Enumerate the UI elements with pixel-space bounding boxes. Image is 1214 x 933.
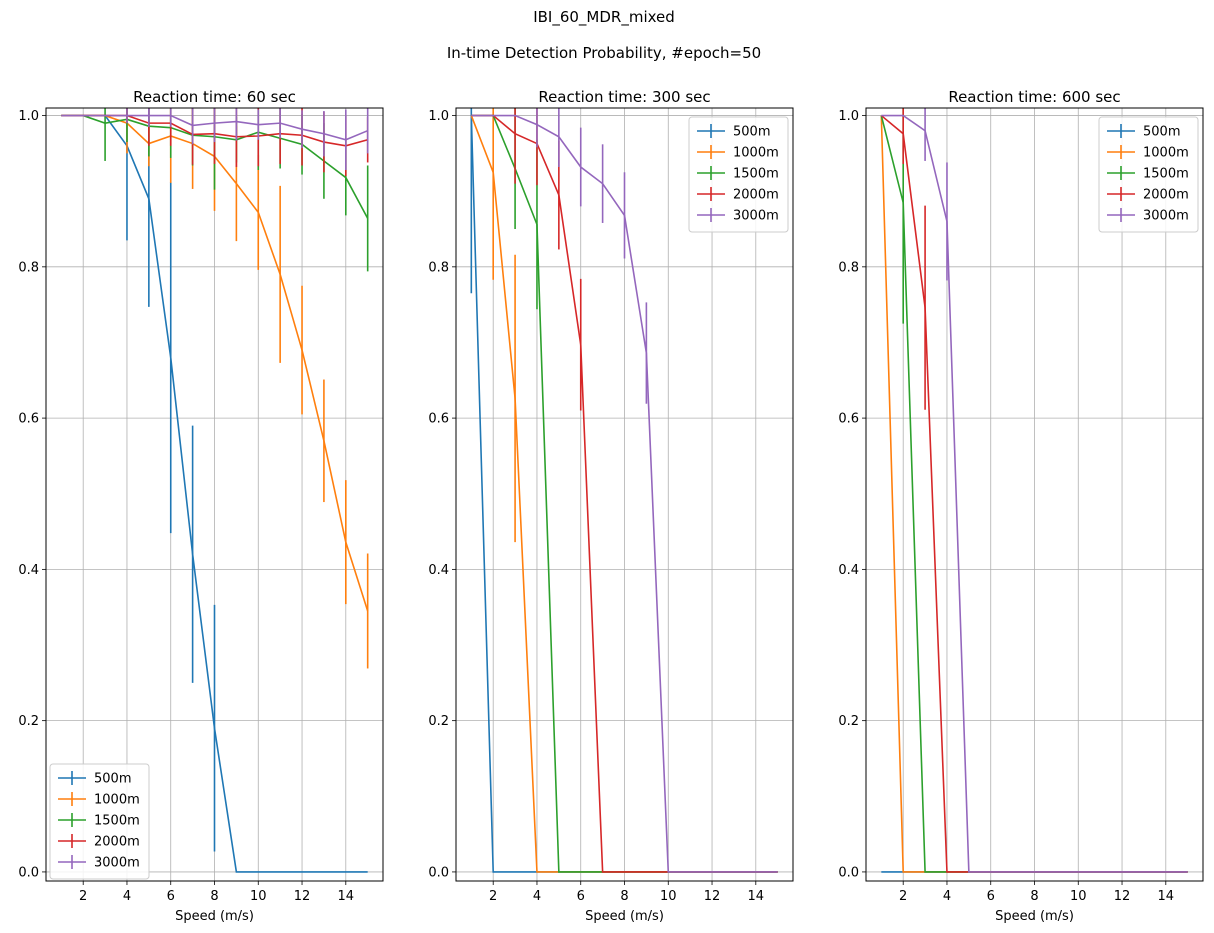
legend-box xyxy=(1098,116,1199,233)
x-tick-label: 14 xyxy=(748,889,765,904)
y-tick-label: 1.0 xyxy=(838,109,859,124)
y-tick-label: 0.4 xyxy=(838,563,859,578)
x-tick-label: 8 xyxy=(1030,889,1038,904)
subplots: 2 4 6 8 10 12 14 0.0 0.2 0.4 0.6 0.8 1.0 Reaction tim… xyxy=(18,88,1204,924)
x-tick-label: 10 xyxy=(660,889,677,904)
legend: 500m 1000m 1500m 2000m 3000m xyxy=(1098,116,1199,233)
x-tick-label: 14 xyxy=(338,889,355,904)
y-tick-label: 0.4 xyxy=(428,563,449,578)
legend-box xyxy=(49,763,150,880)
x-tick-label: 4 xyxy=(533,889,541,904)
x-tick-label: 12 xyxy=(294,889,311,904)
y-tick-label: 0.0 xyxy=(428,865,449,880)
legend-label: 1000m xyxy=(94,793,140,808)
y-tick-label: 0.6 xyxy=(18,412,39,427)
series-3000m xyxy=(881,108,1188,873)
y-tick-label: 1.0 xyxy=(428,109,449,124)
legend-label: 1500m xyxy=(733,167,779,182)
x-axis-label: Speed (m/s) xyxy=(585,909,664,924)
x-tick-label: 4 xyxy=(123,889,131,904)
subplot-2: 2 4 6 8 10 12 14 0.0 0.2 0.4 0.6 0.8 1.0 Reaction tim… xyxy=(428,88,794,924)
subplot-3: 2 4 6 8 10 12 14 0.0 0.2 0.4 0.6 0.8 1.0 Reaction tim… xyxy=(838,88,1204,924)
series-line xyxy=(881,114,1188,873)
legend-label: 1000m xyxy=(1143,146,1189,161)
x-axis-label: Speed (m/s) xyxy=(995,909,1074,924)
legend-label: 3000m xyxy=(94,856,140,871)
y-tick-label: 0.2 xyxy=(18,714,39,729)
y-tick-label: 0.4 xyxy=(18,563,39,578)
legend-label: 3000m xyxy=(1143,209,1189,224)
series-3000m xyxy=(471,108,778,873)
legend-label: 2000m xyxy=(94,835,140,850)
subplot-title: Reaction time: 60 sec xyxy=(133,88,296,106)
y-tick-label: 0.8 xyxy=(18,260,39,275)
y-tick-label: 0.6 xyxy=(428,412,449,427)
series-1000m xyxy=(61,108,369,669)
y-tick-label: 0.2 xyxy=(838,714,859,729)
legend-label: 3000m xyxy=(733,209,779,224)
figure-suptitle: IBI_60_MDR_mixed xyxy=(533,8,675,27)
figure-subtitle: In-time Detection Probability, #epoch=50 xyxy=(447,44,761,62)
x-tick-label: 10 xyxy=(1070,889,1087,904)
x-tick-label: 8 xyxy=(210,889,218,904)
x-axis-label: Speed (m/s) xyxy=(175,909,254,924)
x-tick-label: 12 xyxy=(704,889,721,904)
legend: 500m 1000m 1500m 2000m 3000m xyxy=(688,116,789,233)
subplot-title: Reaction time: 300 sec xyxy=(538,88,710,106)
legend-label: 500m xyxy=(733,125,770,140)
x-tick-label: 6 xyxy=(167,889,175,904)
y-tick-label: 1.0 xyxy=(18,109,39,124)
legend-label: 1000m xyxy=(733,146,779,161)
y-tick-label: 0.6 xyxy=(838,412,859,427)
y-tick-label: 0.8 xyxy=(838,260,859,275)
x-tick-label: 12 xyxy=(1114,889,1131,904)
plot-area xyxy=(880,108,1188,873)
x-tick-label: 6 xyxy=(577,889,585,904)
x-tick-label: 2 xyxy=(79,889,87,904)
y-tick-label: 0.8 xyxy=(428,260,449,275)
x-tick-label: 2 xyxy=(899,889,907,904)
legend-label: 1500m xyxy=(94,814,140,829)
legend-label: 2000m xyxy=(733,188,779,203)
x-tick-label: 4 xyxy=(943,889,951,904)
x-tick-label: 6 xyxy=(987,889,995,904)
legend: 500m 1000m 1500m 2000m 3000m xyxy=(49,763,150,880)
legend-label: 2000m xyxy=(1143,188,1189,203)
x-tick-label: 8 xyxy=(620,889,628,904)
legend-box xyxy=(688,116,789,233)
plot-area xyxy=(61,108,369,873)
plot-area xyxy=(470,108,778,873)
x-tick-label: 2 xyxy=(489,889,497,904)
x-tick-label: 10 xyxy=(250,889,267,904)
legend-label: 500m xyxy=(94,772,131,787)
legend-label: 500m xyxy=(1143,125,1180,140)
series-3000m xyxy=(61,108,369,171)
subplot-1: 2 4 6 8 10 12 14 0.0 0.2 0.4 0.6 0.8 1.0 Reaction tim… xyxy=(18,88,384,924)
y-tick-label: 0.0 xyxy=(838,865,859,880)
y-tick-label: 0.0 xyxy=(18,865,39,880)
subplot-title: Reaction time: 600 sec xyxy=(948,88,1120,106)
y-tick-label: 0.2 xyxy=(428,714,449,729)
legend-label: 1500m xyxy=(1143,167,1189,182)
x-tick-label: 14 xyxy=(1158,889,1175,904)
